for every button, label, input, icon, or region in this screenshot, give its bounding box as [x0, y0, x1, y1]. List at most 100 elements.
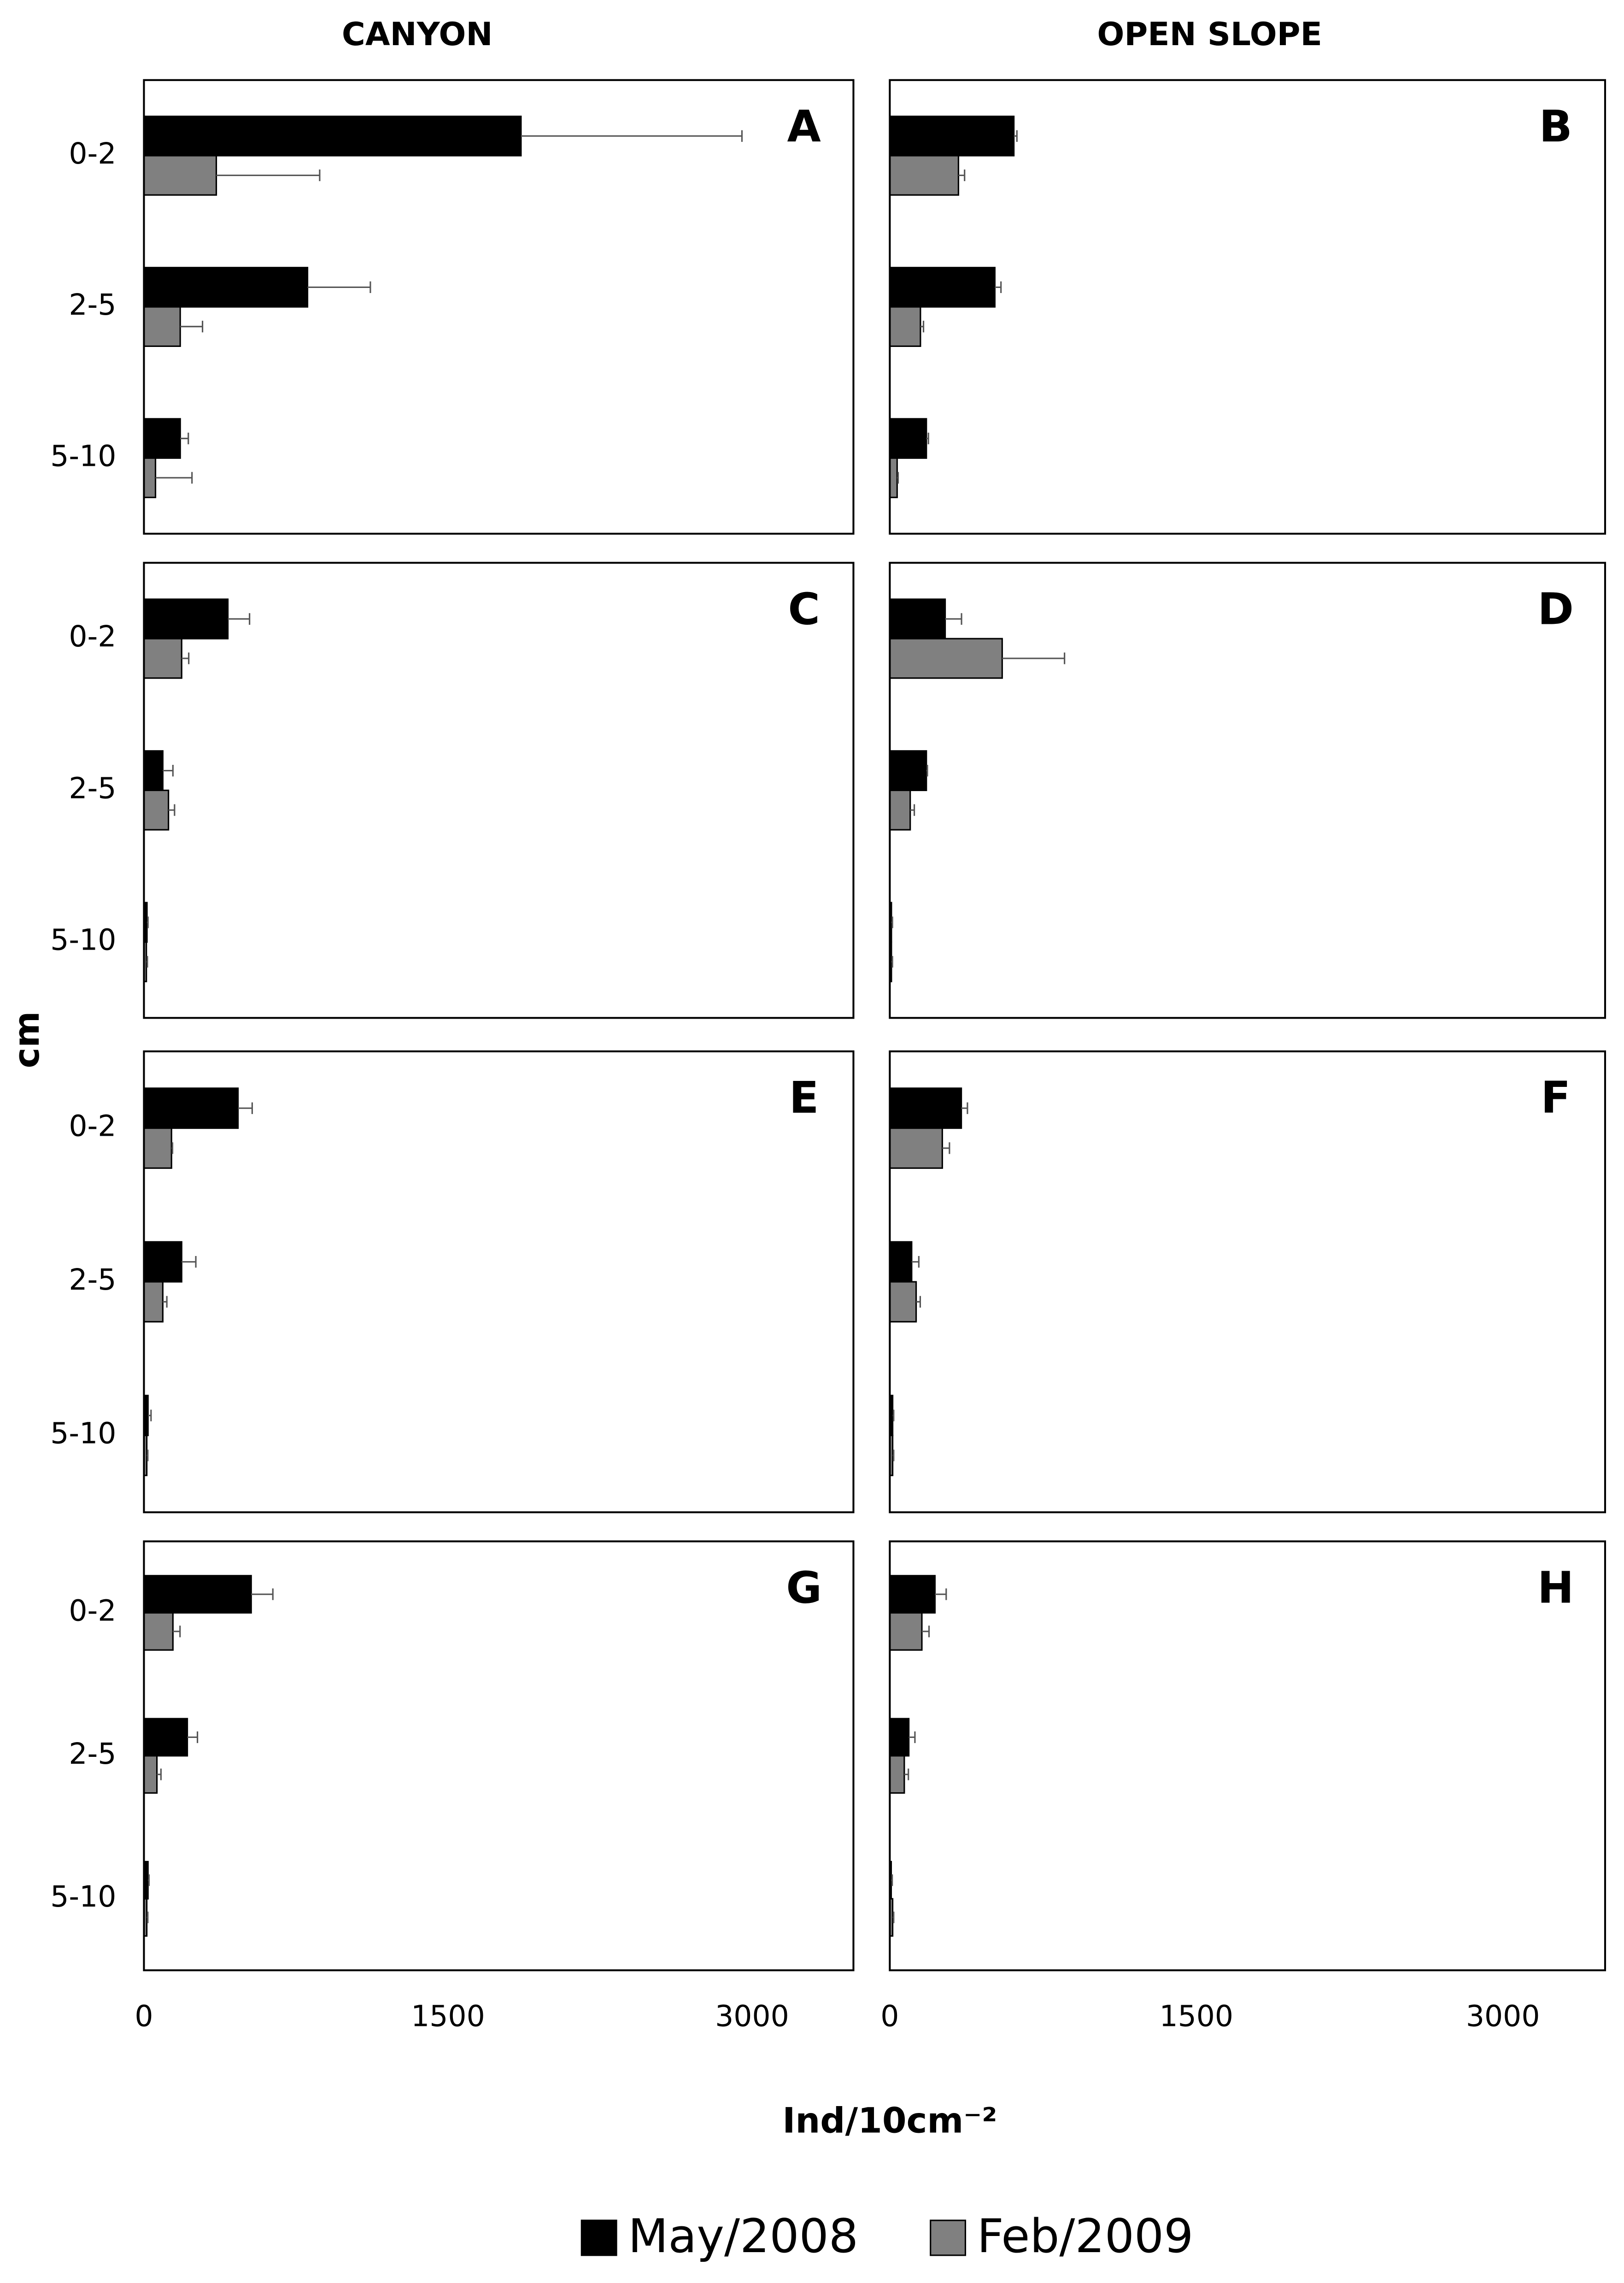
column-title: OPEN SLOPE [1097, 16, 1322, 53]
error-bar [916, 1296, 921, 1308]
legend-swatch [580, 2219, 617, 2256]
legend-label: Feb/2009 [977, 2209, 1194, 2263]
bar [889, 457, 898, 499]
error-bar [961, 1102, 968, 1114]
y-tick-label: 0-2 [69, 1109, 116, 1143]
error-bar [892, 1450, 895, 1461]
x-axis-label: Ind/10cm⁻² [782, 2101, 997, 2141]
bar [143, 1241, 182, 1283]
x-tick-label: 3000 [715, 1999, 789, 2033]
error-bar [147, 1450, 149, 1461]
panel-frame [889, 79, 1606, 535]
x-tick-label: 3000 [1466, 1999, 1540, 2033]
bar [143, 457, 157, 499]
error-bar [238, 1102, 253, 1114]
x-tick-label: 0 [135, 1999, 153, 2033]
bar [143, 267, 309, 308]
error-bar [182, 1256, 197, 1268]
panel-label: E [789, 1073, 819, 1123]
error-bar [891, 916, 893, 928]
bar [889, 306, 921, 347]
bar [889, 1718, 910, 1757]
error-bar [891, 956, 893, 968]
x-tick-label: 1500 [411, 1999, 485, 2033]
legend-swatch [930, 2219, 967, 2256]
bar [889, 789, 911, 831]
y-axis-label: cm [6, 1011, 47, 1068]
error-bar [163, 1296, 168, 1308]
panel-frame [889, 1540, 1606, 1972]
error-bar [251, 1588, 274, 1600]
error-bar [147, 1911, 149, 1924]
column-title: CANYON [342, 16, 493, 53]
error-bar [935, 1588, 947, 1600]
bar [143, 418, 181, 459]
bar [889, 267, 996, 308]
bar [889, 638, 1003, 679]
panel-label: F [1541, 1073, 1571, 1123]
error-bar [920, 321, 925, 333]
bar [143, 1281, 164, 1323]
error-bar [182, 652, 190, 664]
error-bar [180, 321, 204, 333]
panel-label: H [1537, 1563, 1574, 1614]
error-bar [910, 804, 915, 816]
y-tick-label: 0-2 [69, 136, 116, 170]
bar [143, 638, 182, 679]
bar [889, 1087, 962, 1129]
x-tick-label: 0 [880, 1999, 899, 2033]
panel-label: D [1537, 584, 1574, 635]
error-bar [926, 432, 929, 445]
panel-label: A [787, 101, 821, 152]
y-tick-label: 2-5 [69, 288, 116, 322]
error-bar [180, 432, 189, 445]
error-bar [187, 1731, 199, 1743]
panel-label: C [788, 584, 820, 635]
bar [889, 1127, 943, 1169]
error-bar [909, 1731, 916, 1743]
panel-label: B [1539, 101, 1572, 152]
bar [143, 750, 164, 791]
x-tick-label: 1500 [1159, 1999, 1233, 2033]
bar [143, 598, 229, 640]
bar [143, 306, 181, 347]
error-bar [1014, 130, 1018, 142]
y-tick-label: 5-10 [50, 439, 116, 473]
error-bar [921, 1626, 930, 1637]
y-tick-label: 2-5 [69, 771, 116, 805]
error-bar [926, 764, 928, 777]
bar [889, 1281, 917, 1323]
bar [143, 1718, 188, 1757]
panel-frame [143, 1050, 855, 1514]
bar [889, 115, 1015, 157]
error-bar [171, 1142, 174, 1154]
bar [889, 418, 927, 459]
error-bar [148, 1874, 150, 1886]
bar [143, 789, 170, 831]
bar [889, 1241, 913, 1283]
panel-frame [143, 562, 855, 1019]
bar [143, 1755, 158, 1794]
error-bar [155, 472, 193, 484]
error-bar [945, 613, 962, 625]
y-tick-label: 5-10 [50, 923, 116, 957]
error-bar [892, 1409, 895, 1421]
error-bar [168, 804, 176, 816]
error-bar [958, 169, 966, 182]
y-tick-label: 2-5 [69, 1262, 116, 1297]
error-bar [148, 1409, 152, 1421]
error-bar [1002, 652, 1066, 664]
error-bar [942, 1142, 950, 1154]
error-bar [307, 281, 371, 293]
error-bar [216, 169, 321, 182]
panel-frame [143, 1540, 855, 1972]
bar [889, 155, 959, 196]
error-bar [157, 1768, 162, 1780]
bar [889, 1575, 936, 1614]
legend-label: May/2008 [628, 2209, 858, 2263]
bar [143, 1612, 174, 1651]
error-bar [904, 1768, 909, 1780]
